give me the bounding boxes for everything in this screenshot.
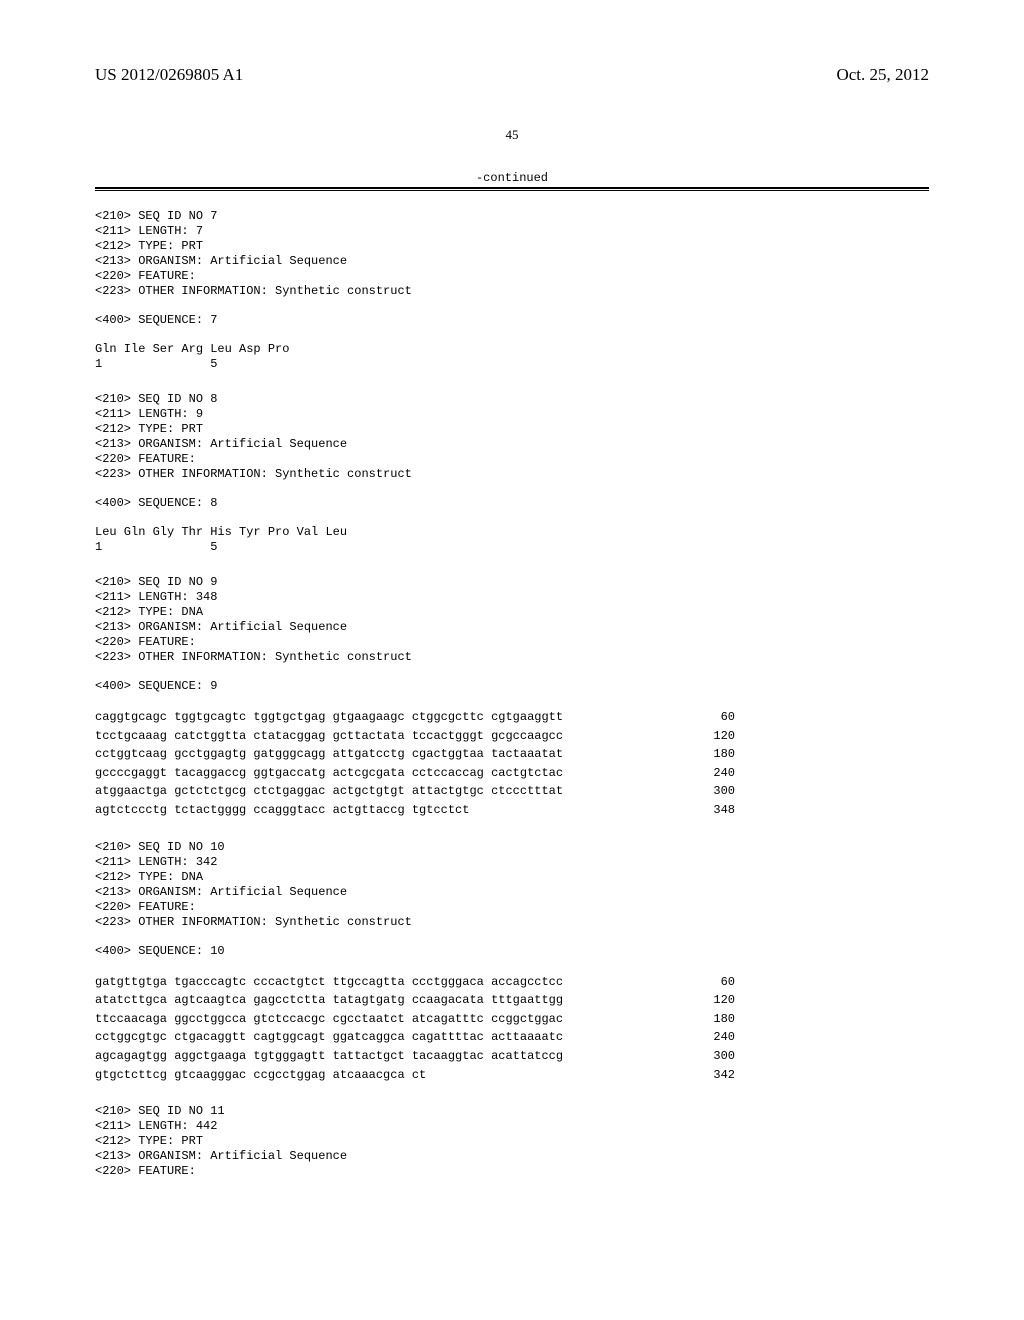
dna-line: ttccaacaga ggcctggcca gtctccacgc cgcctaa… [95, 1010, 735, 1029]
dna-line: gtgctcttcg gtcaagggac ccgcctggag atcaaac… [95, 1066, 735, 1085]
sequence-entry: <210> SEQ ID NO 7 <211> LENGTH: 7 <212> … [95, 209, 929, 372]
sequence-entry: <210> SEQ ID NO 11 <211> LENGTH: 442 <21… [95, 1104, 929, 1179]
dna-bases: ttccaacaga ggcctggcca gtctccacgc cgcctaa… [95, 1010, 563, 1029]
dna-line: caggtgcagc tggtgcagtc tggtgctgag gtgaaga… [95, 708, 735, 727]
dna-position: 300 [713, 782, 735, 801]
dna-position: 300 [713, 1047, 735, 1066]
dna-position: 120 [713, 991, 735, 1010]
sequence-meta: <210> SEQ ID NO 7 <211> LENGTH: 7 <212> … [95, 209, 929, 299]
dna-line: gatgttgtga tgacccagtc cccactgtct ttgccag… [95, 973, 735, 992]
dna-position: 180 [713, 745, 735, 764]
dna-bases: atggaactga gctctctgcg ctctgaggac actgctg… [95, 782, 563, 801]
divider-top [95, 187, 929, 189]
sequence-entry: <210> SEQ ID NO 9 <211> LENGTH: 348 <212… [95, 575, 929, 820]
dna-line: tcctgcaaag catctggtta ctatacggag gcttact… [95, 727, 735, 746]
divider-thin [95, 190, 929, 191]
sequence-listing: <210> SEQ ID NO 7 <211> LENGTH: 7 <212> … [95, 209, 929, 1179]
page-header: US 2012/0269805 A1 Oct. 25, 2012 [95, 65, 929, 85]
dna-bases: gtgctcttcg gtcaagggac ccgcctggag atcaaac… [95, 1066, 426, 1085]
dna-bases: agcagagtgg aggctgaaga tgtgggagtt tattact… [95, 1047, 563, 1066]
dna-line: cctggcgtgc ctgacaggtt cagtggcagt ggatcag… [95, 1028, 735, 1047]
dna-line: atatcttgca agtcaagtca gagcctctta tatagtg… [95, 991, 735, 1010]
publication-number: US 2012/0269805 A1 [95, 65, 243, 85]
continued-label: -continued [95, 171, 929, 185]
dna-bases: agtctccctg tctactgggg ccagggtacc actgtta… [95, 801, 469, 820]
sequence-meta: <210> SEQ ID NO 9 <211> LENGTH: 348 <212… [95, 575, 929, 665]
dna-sequence: gatgttgtga tgacccagtc cccactgtct ttgccag… [95, 973, 929, 1085]
publication-date: Oct. 25, 2012 [836, 65, 929, 85]
sequence-meta: <210> SEQ ID NO 10 <211> LENGTH: 342 <21… [95, 840, 929, 930]
sequence-entry: <210> SEQ ID NO 8 <211> LENGTH: 9 <212> … [95, 392, 929, 555]
sequence-label: <400> SEQUENCE: 10 [95, 944, 929, 959]
page-number: 45 [95, 127, 929, 143]
protein-sequence: Leu Gln Gly Thr His Tyr Pro Val Leu 1 5 [95, 525, 929, 555]
dna-bases: gatgttgtga tgacccagtc cccactgtct ttgccag… [95, 973, 563, 992]
dna-line: atggaactga gctctctgcg ctctgaggac actgctg… [95, 782, 735, 801]
dna-position: 60 [721, 708, 735, 727]
dna-bases: atatcttgca agtcaagtca gagcctctta tatagtg… [95, 991, 563, 1010]
dna-position: 60 [721, 973, 735, 992]
sequence-entry: <210> SEQ ID NO 10 <211> LENGTH: 342 <21… [95, 840, 929, 1085]
protein-sequence: Gln Ile Ser Arg Leu Asp Pro 1 5 [95, 342, 929, 372]
sequence-label: <400> SEQUENCE: 9 [95, 679, 929, 694]
sequence-meta: <210> SEQ ID NO 11 <211> LENGTH: 442 <21… [95, 1104, 929, 1179]
dna-bases: tcctgcaaag catctggtta ctatacggag gcttact… [95, 727, 563, 746]
dna-position: 120 [713, 727, 735, 746]
dna-line: agcagagtgg aggctgaaga tgtgggagtt tattact… [95, 1047, 735, 1066]
sequence-label: <400> SEQUENCE: 7 [95, 313, 929, 328]
dna-line: agtctccctg tctactgggg ccagggtacc actgtta… [95, 801, 735, 820]
dna-position: 240 [713, 764, 735, 783]
dna-line: gccccgaggt tacaggaccg ggtgaccatg actcgcg… [95, 764, 735, 783]
dna-position: 342 [713, 1066, 735, 1085]
sequence-label: <400> SEQUENCE: 8 [95, 496, 929, 511]
dna-sequence: caggtgcagc tggtgcagtc tggtgctgag gtgaaga… [95, 708, 929, 820]
dna-position: 348 [713, 801, 735, 820]
dna-bases: cctggtcaag gcctggagtg gatgggcagg attgatc… [95, 745, 563, 764]
dna-bases: gccccgaggt tacaggaccg ggtgaccatg actcgcg… [95, 764, 563, 783]
dna-bases: cctggcgtgc ctgacaggtt cagtggcagt ggatcag… [95, 1028, 563, 1047]
dna-line: cctggtcaag gcctggagtg gatgggcagg attgatc… [95, 745, 735, 764]
sequence-meta: <210> SEQ ID NO 8 <211> LENGTH: 9 <212> … [95, 392, 929, 482]
dna-bases: caggtgcagc tggtgcagtc tggtgctgag gtgaaga… [95, 708, 563, 727]
dna-position: 180 [713, 1010, 735, 1029]
dna-position: 240 [713, 1028, 735, 1047]
